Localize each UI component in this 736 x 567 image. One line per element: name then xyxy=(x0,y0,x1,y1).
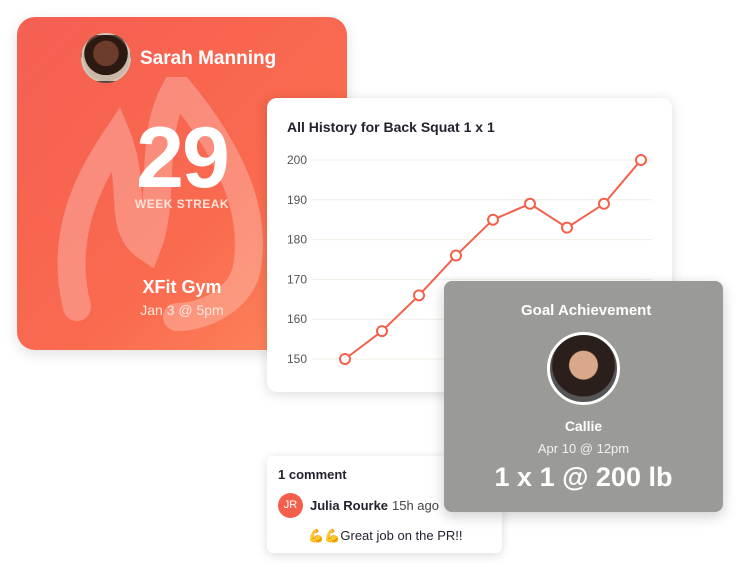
goal-result: 1 x 1 @ 200 lb xyxy=(494,462,673,492)
goal-card: Goal Achievement Callie Apr 10 @ 12pm 1 … xyxy=(444,281,723,512)
y-tick-label: 190 xyxy=(287,193,307,207)
data-point xyxy=(413,289,425,302)
streak-label: WEEK STREAK xyxy=(134,197,230,211)
comment-text: 💪💪Great job on the PR!! xyxy=(308,528,463,543)
y-tick-label: 180 xyxy=(287,233,307,247)
comment-time: 15h ago xyxy=(392,498,439,513)
goal-title: Goal Achievement xyxy=(521,302,652,319)
data-point xyxy=(561,221,573,234)
data-point xyxy=(524,197,536,210)
data-point xyxy=(450,249,462,262)
y-tick-label: 170 xyxy=(287,272,307,286)
avatar xyxy=(547,332,620,405)
streak-date: Jan 3 @ 5pm xyxy=(140,302,224,318)
avatar xyxy=(81,33,131,83)
data-point xyxy=(339,353,351,365)
comment-author[interactable]: Julia Rourke xyxy=(310,498,389,513)
goal-date: Apr 10 @ 12pm xyxy=(537,441,630,456)
comment-count[interactable]: 1 comment xyxy=(278,467,347,482)
streak-count: 29 xyxy=(136,110,230,206)
data-point xyxy=(635,154,647,166)
flame-icon xyxy=(57,77,263,331)
goal-user: Callie xyxy=(564,418,603,434)
y-tick-label: 160 xyxy=(287,312,307,326)
user-name: Sarah Manning xyxy=(140,48,277,69)
chart-title: All History for Back Squat 1 x 1 xyxy=(287,119,495,135)
avatar: JR xyxy=(278,493,303,518)
data-point xyxy=(598,197,610,210)
y-tick-label: 150 xyxy=(287,352,307,366)
data-point xyxy=(376,325,388,338)
data-point xyxy=(487,213,499,226)
y-tick-label: 200 xyxy=(287,153,307,167)
gym-name: XFit Gym xyxy=(142,277,222,297)
